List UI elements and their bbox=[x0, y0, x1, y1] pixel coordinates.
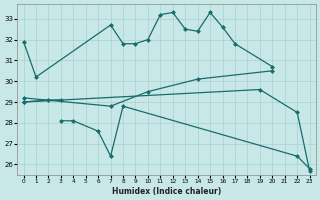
X-axis label: Humidex (Indice chaleur): Humidex (Indice chaleur) bbox=[112, 187, 221, 196]
